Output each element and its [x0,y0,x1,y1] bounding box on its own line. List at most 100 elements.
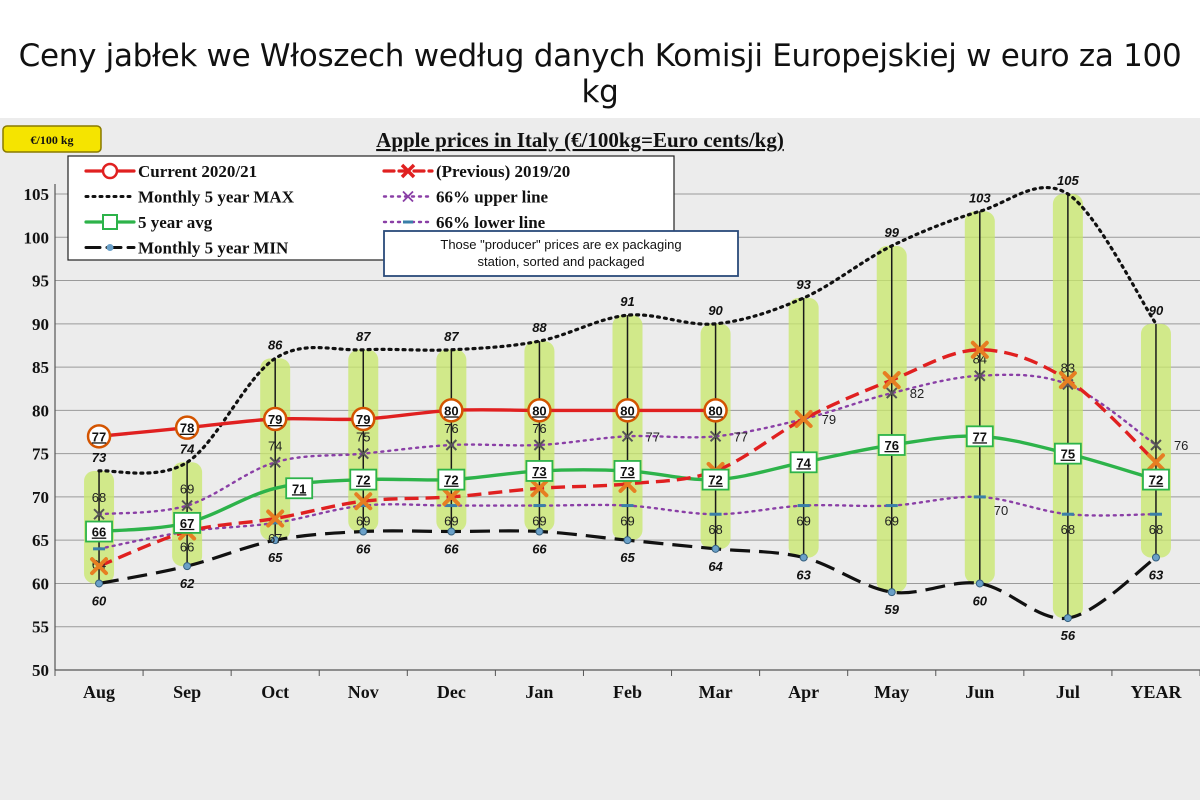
upper-marker [886,387,898,399]
page-title: Ceny jabłek we Włoszech według danych Ko… [18,38,1182,110]
min-data-label: 60 [973,593,988,608]
min-marker [271,536,280,545]
upper-data-label: 77 [646,429,660,444]
upper-marker [1150,439,1162,451]
max-data-label: 93 [796,277,811,292]
avg-data-label: 66 [92,525,106,540]
y-tick-label: 90 [32,315,49,334]
min-marker [95,579,104,588]
lower-data-label: 68 [1149,522,1163,537]
upper-marker [357,447,369,460]
legend-marker [402,190,414,203]
current-data-label: 80 [444,403,458,418]
max-data-label: 87 [356,329,371,344]
lower-data-label: 67 [268,531,282,546]
x-tick-label: May [874,682,909,702]
max-data-label: 73 [92,450,107,465]
line-monthly-5-year-max [97,186,1158,475]
max-data-label: 99 [884,225,899,240]
min-data-label: 64 [708,559,723,574]
current-marker [527,398,552,423]
unit-badge [2,125,102,153]
avg-marker [525,460,554,482]
max-data-label: 90 [1149,303,1164,318]
avg-data-label: 72 [356,473,370,488]
upper-data-label: 82 [910,386,924,401]
min-marker [447,527,456,536]
legend-marker [400,163,416,179]
y-tick-label: 95 [32,272,49,291]
y-tick-label: 65 [32,531,49,550]
upper-marker [974,370,986,382]
max-data-label: 90 [708,303,723,318]
lower-data-label: 69 [444,514,458,529]
min-data-label: 66 [444,542,459,557]
upper-marker [533,439,546,451]
upper-data-label: 68 [92,490,106,505]
avg-marker [701,468,730,491]
legend-label-max: Monthly 5 year MAX [138,188,295,207]
x-tick-label: Dec [437,682,466,702]
note-box-line: station, sorted and packaged [478,254,645,269]
avg-marker [437,468,466,491]
min-data-label: 63 [1149,567,1164,582]
max-data-label: 74 [180,441,195,456]
min-data-label: 65 [268,550,283,565]
x-tick-label: YEAR [1130,682,1182,702]
current-data-label: 80 [532,403,546,418]
x-tick-label: Feb [613,682,642,702]
upper-marker [93,508,105,520]
previous-marker [530,479,549,498]
avg-data-label: 75 [1061,447,1075,462]
avg-marker [965,425,994,448]
current-data-label: 77 [92,429,106,444]
current-data-label: 78 [180,421,194,436]
lower-data-label: 69 [620,514,634,529]
avg-marker [285,477,314,500]
legend-label-lower: 66% lower line [436,213,546,232]
min-data-label: 60 [92,593,107,608]
legend-marker [102,214,118,230]
lower-data-label: 69 [532,514,546,529]
previous-marker [442,487,461,506]
x-tick-label: Jul [1056,682,1080,702]
min-data-label: 62 [180,576,195,591]
min-data-label: 66 [356,542,371,557]
x-tick-label: Jun [965,682,994,702]
upper-data-label: 76 [1174,438,1188,453]
x-tick-label: Mar [699,682,733,702]
avg-marker [173,511,202,534]
previous-marker [1146,453,1165,472]
previous-marker [90,557,109,576]
x-tick-label: Apr [788,682,819,702]
previous-marker [266,509,285,528]
lower-data-label: 70 [994,503,1008,518]
upper-data-label: 76 [532,421,546,436]
min-marker [359,527,368,536]
min-marker [623,536,632,545]
upper-marker [445,439,458,451]
avg-data-label: 72 [444,473,458,488]
y-tick-label: 80 [32,401,49,420]
avg-data-label: 71 [292,481,306,496]
previous-marker [882,371,901,390]
y-tick-label: 100 [24,228,50,247]
lower-data-label: 69 [884,514,898,529]
y-tick-label: 85 [32,358,49,377]
note-box [383,230,739,277]
upper-data-label: 79 [822,412,836,427]
x-tick-label: Oct [261,682,289,702]
avg-data-label: 74 [796,455,811,470]
legend-label-min: Monthly 5 year MIN [138,239,289,258]
min-data-label: 59 [884,602,899,617]
avg-marker [1142,468,1170,491]
previous-marker [794,410,813,429]
legend-label-current: Current 2020/21 [138,162,257,181]
min-marker [1063,614,1072,623]
current-marker [615,398,640,423]
lower-data-label: 69 [796,514,810,529]
x-tick-label: Sep [173,682,201,702]
upper-marker [269,456,281,468]
current-marker [262,406,288,432]
avg-data-label: 72 [1149,473,1163,488]
